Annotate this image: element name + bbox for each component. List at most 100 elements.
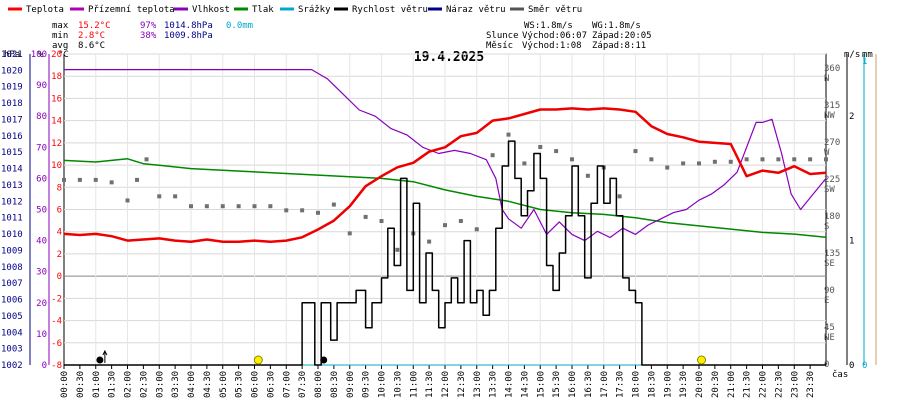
stat-max-rain: 0.0mm [226,21,253,31]
x-tick-label: 14:00 [505,371,515,398]
axis-unit-pct: % [38,50,44,60]
legend-item-smer-vetru: Směr větru [510,5,582,15]
x-tick-label: 08:00 [314,371,324,398]
pct-tick-label: 100 [31,50,47,60]
wind-direction-point [490,153,495,158]
axis-unit-mm: mm [862,50,873,60]
x-tick-label: 21:30 [743,371,753,398]
legend-label: Tlak [252,5,274,15]
temp-tick-label: 8 [57,183,62,193]
hpa-tick-label: 1014 [1,165,23,175]
x-tick-label: 10:30 [393,371,403,398]
stat-wg: WG:1.8m/s [592,21,641,31]
wind-direction-point [443,223,447,228]
wind-direction-point [474,227,479,232]
legend-item-prizemni-teplota: Přízemní teplota [70,5,175,15]
wind-direction-point [284,208,289,213]
x-tick-label: 05:00 [219,371,229,398]
stat-min-label: min [52,31,68,41]
hpa-tick-label: 1008 [1,263,23,273]
wind-direction-point [125,198,130,203]
wind-direction-point [649,157,654,162]
wind-speed-line [64,140,826,366]
wind-direction-point [189,204,193,209]
wind-direction-point [109,180,114,185]
legend-label: Vlhkost [192,5,230,15]
temp-tick-label: 4 [57,228,62,238]
stats-block: max 15.2°C 97% 1014.8hPa 0.0mm min 2.8°C… [52,21,652,51]
pct-tick-label: 50 [36,206,47,216]
sunrise-marker [253,355,263,365]
x-tick-label: 12:00 [441,371,451,398]
wind-direction-point [173,194,178,199]
x-tick-label: 22:00 [759,371,769,398]
x-tick-label: 15:30 [552,371,562,398]
x-tick-label: 19:00 [663,371,673,398]
x-tick-label: 03:00 [155,371,165,398]
chart-title: 19.4.2025 [414,50,484,65]
pressure-line [63,158,827,239]
x-tick-label: 10:00 [378,371,388,398]
sun-rise: Východ:06:07 [522,31,587,41]
x-tick-label: 07:00 [282,371,292,398]
hpa-tick-label: 1020 [1,66,23,76]
hpa-tick-label: 1016 [1,132,23,142]
wind-direction-point [395,247,400,252]
dir-tick-value: 225 [824,175,840,185]
hpa-tick-label: 1004 [1,328,23,338]
mm-tick-label: 0 [862,361,867,371]
legend-label: Teplota [26,5,64,15]
dir-tick-value: 270 [824,138,840,148]
wind-direction-point [728,159,733,164]
temperature-line [63,107,827,243]
moon-set: Západ:8:11 [592,41,646,51]
sun-label: Slunce [486,31,519,41]
wind-direction-point [554,149,559,154]
x-tick-label: 14:30 [520,371,530,398]
hpa-tick-label: 1010 [1,230,23,240]
x-tick-label: 11:00 [409,371,419,398]
axis-unit-temp: °C [58,50,69,60]
wind-direction-point [316,210,320,215]
x-tick-label: 13:30 [489,371,499,398]
x-tick-label: 07:30 [298,371,308,398]
wind-direction-point [506,132,511,137]
legend-item-naraz-vetru: Náraz větru [428,5,506,15]
temp-tick-label: 20 [51,50,62,60]
x-tick-label: 09:00 [346,371,356,398]
stat-min-temp: 2.8°C [78,31,105,41]
x-tick-label: 11:30 [425,371,435,398]
hpa-tick-label: 1021 [1,50,23,60]
moon-label: Měsíc [486,41,513,51]
dir-tick-value: 45 [824,323,835,333]
dir-tick-label: S [824,222,829,232]
x-axis-label: čas [832,369,848,380]
stat-avg-label: avg [52,41,68,51]
wind-direction-point [135,177,140,182]
wind-direction-point [300,208,305,213]
legend-label: Srážky [298,5,331,15]
temp-tick-label: 2 [57,250,62,260]
dir-tick-label: NW [824,111,835,121]
x-tick-label: 09:30 [362,371,372,398]
y-axes: 20181614121086420-2-4-6-8102110201019101… [1,50,877,371]
x-tick-label: 02:30 [139,371,149,398]
sun-set: Západ:20:05 [592,31,652,41]
pct-tick-label: 80 [36,112,47,122]
temp-tick-label: 10 [51,161,62,171]
dir-tick-value: 180 [824,212,840,222]
x-tick-label: 18:30 [647,371,657,398]
wind-direction-point [824,157,828,162]
pct-tick-label: 30 [36,268,47,278]
temp-tick-label: -2 [51,294,62,304]
x-tick-label: 08:30 [330,371,340,398]
hpa-tick-label: 1013 [1,181,23,191]
stat-min-press: 1009.8hPa [164,31,213,41]
legend-label: Rychlost větru [352,5,428,15]
wind-direction-point [220,204,225,209]
sunset-marker [697,355,707,365]
humidity-line [64,69,827,242]
stat-avg-temp: 8.6°C [78,41,105,51]
x-tick-label: 06:30 [266,371,276,398]
